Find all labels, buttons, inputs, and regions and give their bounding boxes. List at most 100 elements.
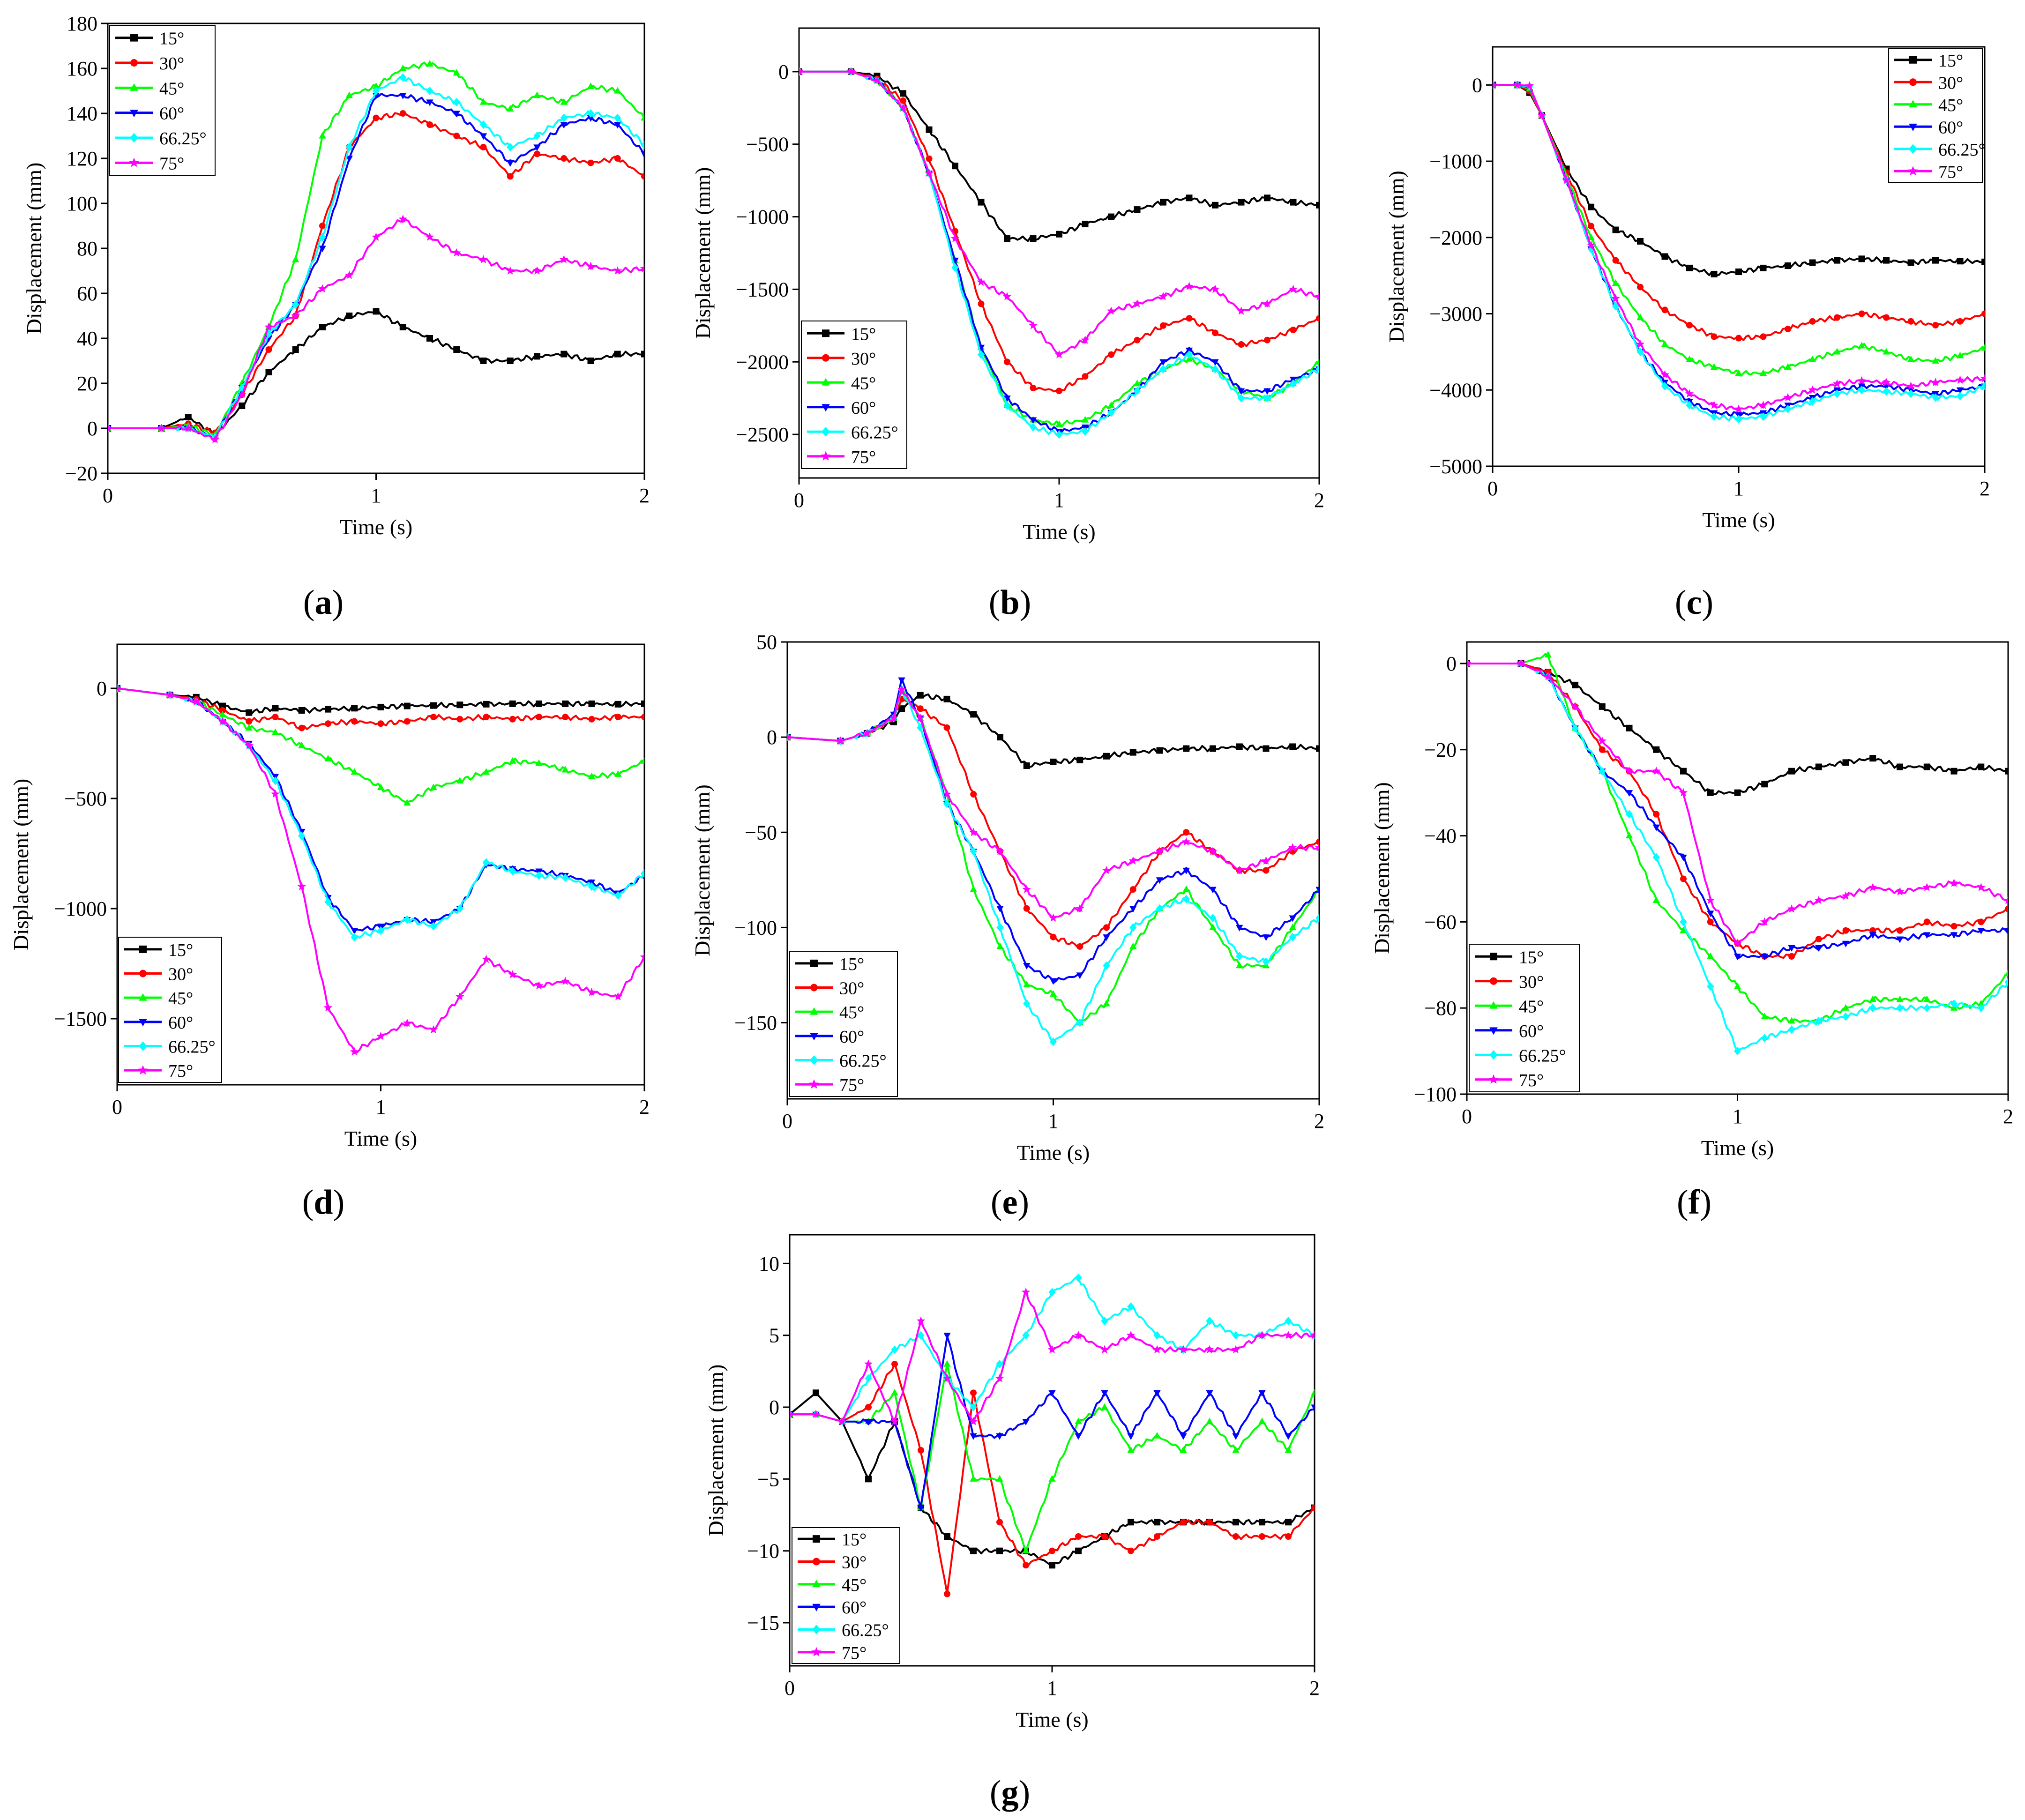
panel-caption: (d) <box>302 1183 344 1222</box>
data-point <box>1127 1302 1135 1311</box>
data-point <box>1707 789 1714 796</box>
data-point <box>1160 322 1166 329</box>
data-point <box>1931 378 1940 386</box>
legend-marker <box>1490 953 1497 961</box>
data-point <box>1707 982 1714 991</box>
legend-marker <box>822 426 830 437</box>
data-point <box>1808 397 1816 406</box>
data-point <box>1679 788 1688 797</box>
legend: 15° 30° 45° 60° 66.25° 75° <box>801 321 907 469</box>
data-point <box>873 75 882 84</box>
y-tick-label: −40 <box>1424 825 1457 848</box>
x-tick-label: 0 <box>103 484 113 507</box>
data-point <box>1956 351 1964 358</box>
data-point <box>373 308 380 315</box>
data-point <box>1869 932 1876 939</box>
data-point <box>1285 1433 1292 1440</box>
data-point <box>534 150 540 157</box>
data-point <box>1711 270 1718 277</box>
legend-item: 66.25° <box>124 1037 216 1057</box>
y-tick-label: −20 <box>1424 738 1457 761</box>
y-axis-label: Displacement (mm) <box>1370 782 1394 954</box>
data-point <box>1652 853 1660 862</box>
plot-area <box>799 67 1319 439</box>
series-15° <box>108 308 644 439</box>
legend-marker <box>812 1580 821 1588</box>
series-45° <box>1467 651 2008 1024</box>
data-point <box>192 697 201 706</box>
data-point <box>399 110 406 117</box>
legend-marker <box>1490 977 1497 985</box>
legend-marker <box>813 1535 820 1543</box>
data-point <box>1981 258 1985 265</box>
data-point <box>1572 681 1578 688</box>
legend-item: 75° <box>124 1061 193 1081</box>
x-tick-label: 1 <box>371 484 381 507</box>
legend-marker <box>1488 1074 1499 1084</box>
data-point <box>1734 954 1741 961</box>
data-point <box>1154 1533 1160 1540</box>
data-point <box>1049 913 1058 922</box>
legend-label: 60° <box>159 104 184 124</box>
data-point <box>970 1433 977 1440</box>
data-point <box>239 403 246 409</box>
data-point <box>996 1433 1003 1440</box>
data-point <box>1842 927 1849 934</box>
data-point <box>479 133 487 140</box>
data-point <box>641 351 644 358</box>
data-point <box>453 346 460 353</box>
data-point <box>1103 924 1110 931</box>
legend-marker <box>810 984 818 992</box>
data-point <box>1759 369 1767 376</box>
x-tick-label: 1 <box>1047 1677 1057 1700</box>
panel-caption: (e) <box>991 1183 1029 1222</box>
data-point <box>535 871 543 880</box>
data-point <box>533 144 541 151</box>
data-point <box>641 700 644 707</box>
data-point <box>426 335 433 342</box>
data-point <box>509 757 516 764</box>
data-point <box>1661 306 1668 313</box>
x-tick-label: 0 <box>112 1096 122 1119</box>
data-point <box>1023 905 1030 912</box>
data-point <box>559 255 568 263</box>
data-point <box>1081 416 1089 423</box>
plot-area <box>117 684 644 1056</box>
data-point <box>1289 284 1298 293</box>
series-45° <box>1493 81 1985 377</box>
data-point <box>1896 936 1904 943</box>
data-point <box>1842 1012 1850 1021</box>
data-point <box>1868 883 1877 891</box>
y-tick-label: −2500 <box>736 423 789 446</box>
data-point <box>614 351 621 358</box>
data-point <box>587 82 595 89</box>
data-point <box>1544 651 1552 658</box>
panel-e: 0 1 2 −150 −100 −50 0 50 Time (s) Displacement (m… <box>690 631 1324 1222</box>
panel-caption: (g) <box>990 1774 1030 1812</box>
data-point <box>1103 934 1110 941</box>
data-point <box>480 144 487 150</box>
data-point <box>614 714 621 721</box>
panel-caption: (f) <box>1677 1183 1711 1222</box>
data-point <box>344 270 354 279</box>
legend-label: 45° <box>839 1003 864 1022</box>
legend: 15° 30° 45° 60° 66.25° 75° <box>1469 944 1580 1092</box>
data-point <box>917 1505 925 1512</box>
data-point <box>1108 213 1114 220</box>
data-point <box>890 1417 899 1425</box>
data-point <box>837 1417 847 1425</box>
data-point <box>1023 980 1031 987</box>
data-point <box>1232 1331 1240 1340</box>
data-point <box>900 97 906 104</box>
data-point <box>970 1475 977 1482</box>
data-point <box>1289 915 1296 922</box>
legend-marker <box>812 1625 821 1634</box>
data-point <box>1310 1330 1315 1339</box>
data-point <box>1158 292 1168 300</box>
data-point <box>1237 388 1245 395</box>
data-point <box>641 151 644 158</box>
y-axis-label: Displacement (mm) <box>9 779 33 951</box>
series-30° <box>790 1361 1315 1597</box>
data-point <box>404 915 411 924</box>
data-point <box>292 300 299 309</box>
